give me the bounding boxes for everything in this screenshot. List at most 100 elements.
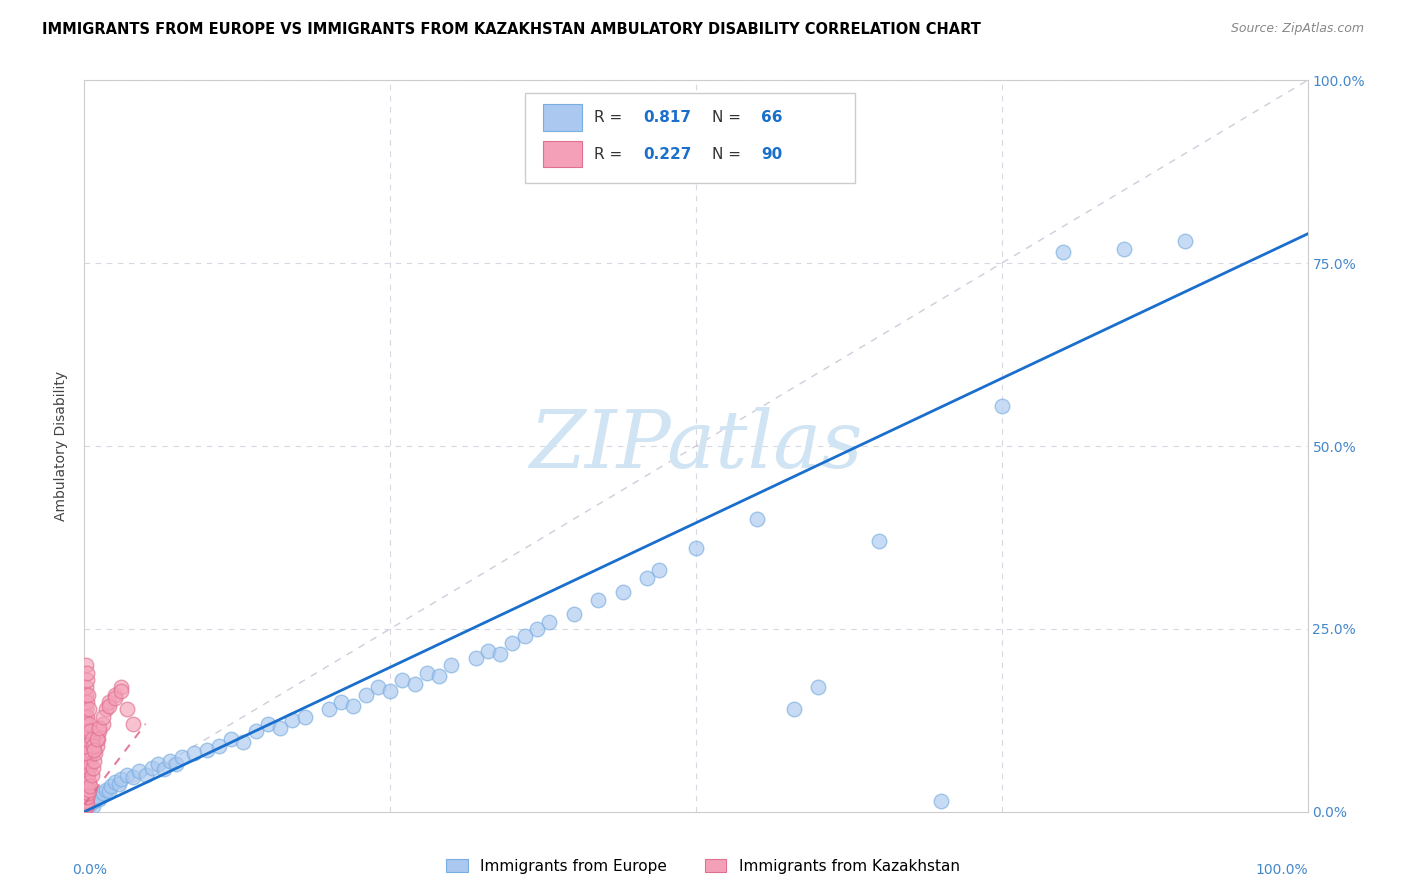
Point [97,784,120,798]
Point [76,790,98,805]
Point [75,790,97,805]
Point [75,775,97,789]
Point [636,571,658,585]
Y-axis label: Ambulatory Disability: Ambulatory Disability [55,371,69,521]
Point [73,790,96,805]
Point [73,797,96,812]
Point [76,761,98,775]
FancyBboxPatch shape [543,104,582,131]
Point [929,794,952,808]
Point [76,754,98,768]
Point [526,622,548,636]
Point [477,644,499,658]
Point [513,629,536,643]
Point [110,681,132,695]
Point [96,782,118,797]
Text: 100.0%: 100.0% [1256,863,1308,877]
Text: N =: N = [711,110,745,125]
Point [1114,242,1136,256]
Point [75,801,97,815]
Point [80,746,103,760]
Point [77,782,100,797]
Point [77,749,100,764]
Point [73,787,96,801]
Point [87,721,110,735]
Point [232,735,254,749]
Point [75,772,97,786]
Point [104,688,127,702]
Point [330,695,353,709]
Point [165,757,187,772]
Point [84,746,107,760]
Point [75,787,97,801]
Point [869,534,891,549]
Point [159,754,181,768]
Point [75,768,97,782]
Point [86,790,108,805]
Point [79,739,101,753]
Point [75,688,97,702]
Point [91,709,114,723]
Point [440,658,463,673]
Text: IMMIGRANTS FROM EUROPE VS IMMIGRANTS FROM KAZAKHSTAN AMBULATORY DISABILITY CORRE: IMMIGRANTS FROM EUROPE VS IMMIGRANTS FRO… [42,22,981,37]
Text: Source: ZipAtlas.com: Source: ZipAtlas.com [1230,22,1364,36]
Point [489,648,512,662]
Point [76,665,98,680]
Point [648,563,671,577]
Point [807,681,830,695]
Point [75,798,97,813]
Point [76,695,98,709]
Point [73,717,96,731]
Point [122,717,145,731]
Point [612,585,634,599]
Point [257,717,280,731]
Point [73,782,96,797]
Point [76,764,98,779]
Point [245,724,267,739]
Point [77,702,100,716]
Point [79,779,101,793]
Point [75,779,97,793]
Point [219,731,242,746]
Point [416,665,439,680]
Point [342,698,364,713]
Point [538,615,561,629]
Text: 90: 90 [761,146,782,161]
Point [76,754,98,768]
Point [354,688,377,702]
Point [75,731,97,746]
Point [77,761,100,775]
Point [75,790,97,805]
Point [96,702,118,716]
Point [82,739,104,753]
Point [1052,245,1074,260]
Point [75,717,97,731]
Point [76,797,98,812]
Point [172,749,194,764]
Point [783,702,806,716]
Point [1174,234,1197,248]
Text: 0.227: 0.227 [644,146,692,161]
Point [77,688,100,702]
Point [427,669,450,683]
Point [76,787,98,801]
Point [107,777,129,791]
Text: R =: R = [595,146,627,161]
Point [183,746,205,760]
Point [747,512,769,526]
Point [75,782,97,797]
Point [110,684,132,698]
FancyBboxPatch shape [524,94,855,183]
Point [87,791,110,805]
Point [79,724,101,739]
Point [75,739,97,753]
Point [75,658,97,673]
Text: 0.0%: 0.0% [72,863,107,877]
Point [281,714,304,728]
Point [75,797,97,812]
Point [77,746,100,760]
Point [86,731,108,746]
Point [82,798,104,813]
Point [97,698,120,713]
Point [685,541,707,556]
